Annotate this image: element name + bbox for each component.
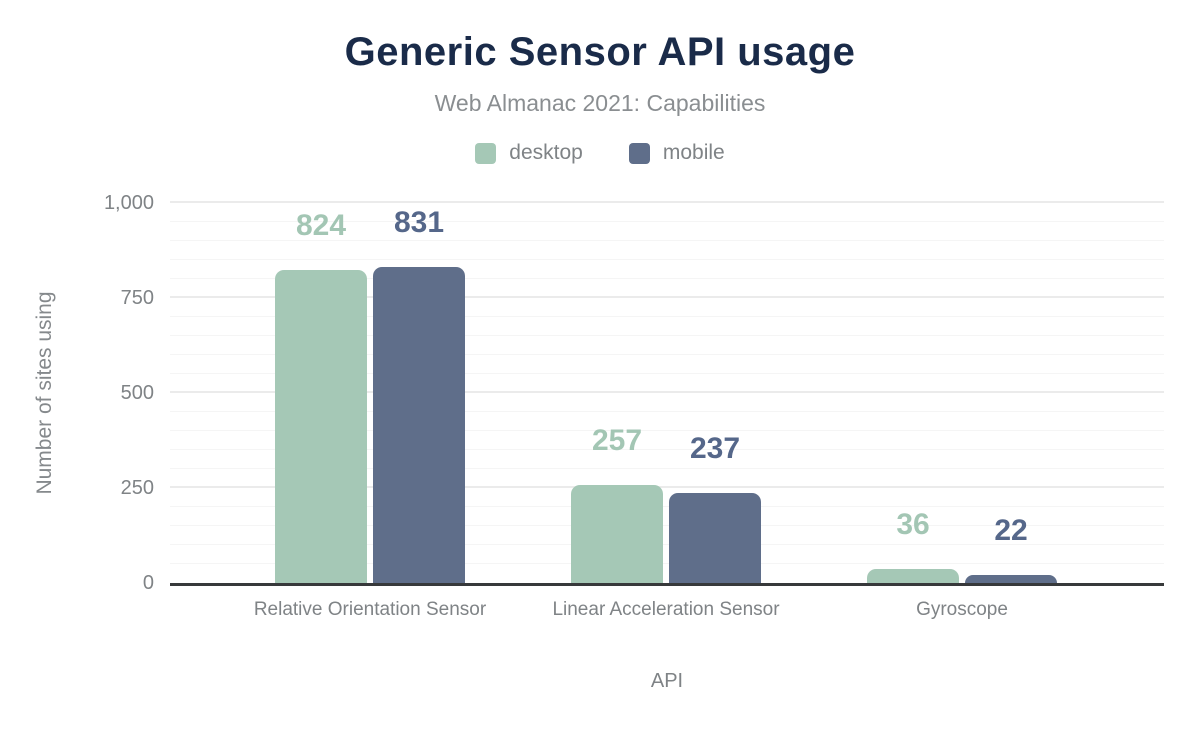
legend-label-mobile: mobile (662, 141, 725, 164)
x-tick-label-linear-acceleration-sensor: Linear Acceleration Sensor (552, 599, 780, 620)
legend-swatch-desktop-icon (475, 142, 497, 164)
legend-label-desktop: desktop (509, 141, 583, 164)
y-tick-label-0: 0 (142, 572, 154, 594)
y-tick-label-250: 250 (120, 477, 154, 499)
bar-group-relative-orientation-sensor (275, 203, 465, 583)
value-label-desktop-relative-orientation-sensor: 824 (295, 208, 347, 242)
bar-mobile-gyroscope (965, 574, 1057, 583)
chart-subtitle: Web Almanac 2021: Capabilities (434, 90, 766, 116)
bar-desktop-linear-acceleration-sensor (571, 485, 663, 583)
value-label-mobile-relative-orientation-sensor: 831 (393, 206, 445, 240)
y-axis-ticks: 0 250 500 750 1,000 (50, 192, 154, 594)
bar-desktop-relative-orientation-sensor (275, 269, 367, 583)
value-label-mobile-gyroscope: 22 (994, 513, 1028, 547)
legend: desktop mobile (0, 141, 1200, 165)
y-tick-label-750: 750 (120, 287, 154, 309)
y-tick-label-1000: 1,000 (103, 192, 154, 214)
legend-item-desktop[interactable]: desktop (475, 141, 583, 165)
value-label-mobile-linear-acceleration-sensor: 237 (689, 431, 741, 465)
value-label-desktop-gyroscope: 36 (896, 508, 930, 542)
bar-group-linear-acceleration-sensor (571, 203, 761, 583)
legend-swatch-mobile-icon (628, 142, 650, 164)
bar-group-gyroscope (867, 203, 1057, 583)
bar-desktop-gyroscope (867, 569, 959, 583)
y-tick-label-500: 500 (120, 382, 154, 404)
x-tick-label-relative-orientation-sensor: Relative Orientation Sensor (253, 599, 487, 620)
bar-mobile-relative-orientation-sensor (373, 267, 465, 583)
y-axis-title: Number of sites using (33, 291, 56, 495)
plot-area: 0 250 500 750 1,000 Number of sites using AP… (33, 192, 1164, 692)
value-label-desktop-linear-acceleration-sensor: 257 (591, 424, 643, 458)
chart-title: Generic Sensor API usage (344, 30, 856, 74)
bar-mobile-linear-acceleration-sensor (669, 492, 761, 583)
x-axis-title: API (650, 670, 684, 692)
x-tick-label-gyroscope: Gyroscope (916, 599, 1008, 620)
legend-item-mobile[interactable]: mobile (628, 141, 725, 165)
